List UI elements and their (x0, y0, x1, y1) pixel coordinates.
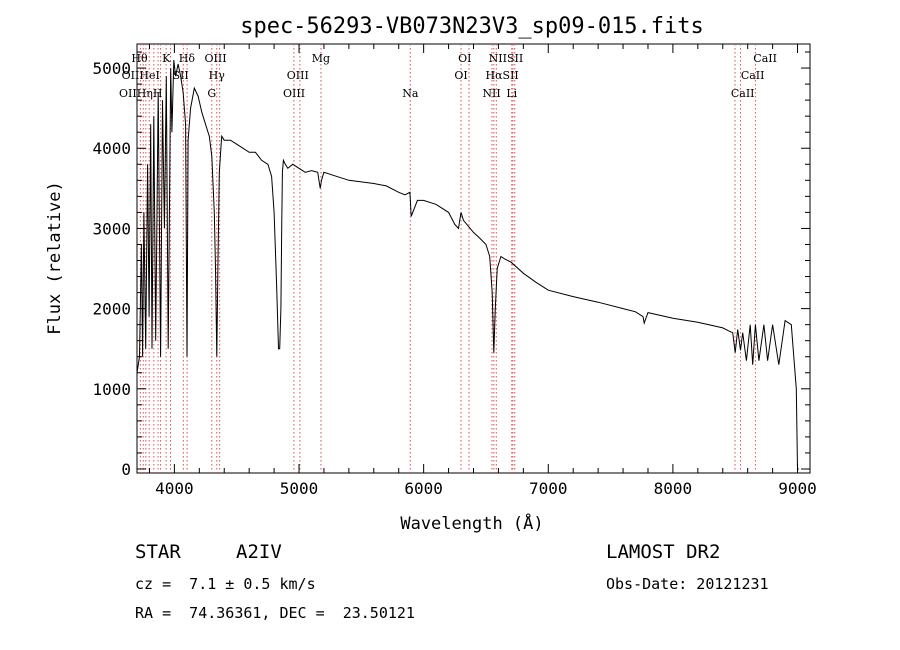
line-label-8: OIIHeI (122, 69, 160, 82)
line-label-19: NII (482, 87, 500, 100)
spectrum-line (136, 59, 799, 470)
x-tick-label-5: 9000 (778, 479, 817, 498)
spectral-subclass: A2IV (236, 541, 282, 563)
x-tick-label-3: 7000 (529, 479, 568, 498)
survey-name: LAMOST DR2 (606, 541, 721, 563)
y-tick-label-4: 4000 (92, 139, 131, 158)
line-label-16: G (207, 87, 216, 100)
x-tick-label-0: 4000 (155, 479, 194, 498)
plot-frame (136, 43, 811, 474)
line-label-11: OIII (287, 69, 309, 82)
line-label-14: CaII (741, 69, 765, 82)
redshift-readout: cz = 7.1 ± 0.5 km/s (135, 575, 316, 593)
line-label-0: Hθ (131, 52, 148, 65)
x-tick-label-1: 5000 (280, 479, 319, 498)
coordinates-readout: RA = 74.36361, DEC = 23.50121 (135, 604, 415, 622)
line-markers (139, 44, 756, 473)
line-label-6: NIISII (489, 52, 524, 65)
chart-title: spec-56293-VB073N23V3_sp09-015.fits (240, 14, 704, 39)
axis-ticks: 4000 5000 6000 7000 8000 9000 0 1000 2000 3000 400… (92, 44, 817, 498)
line-label-5: OI (458, 52, 471, 65)
y-tick-label-0: 0 (121, 460, 131, 479)
x-axis-title: Wavelength (Å) (400, 512, 543, 534)
y-tick-label-3: 3000 (92, 219, 131, 238)
line-label-17: OIII (283, 87, 305, 100)
line-label-4: Mg (312, 52, 330, 65)
line-label-12: OI (454, 69, 467, 82)
x-tick-label-2: 6000 (404, 479, 443, 498)
y-tick-label-2: 2000 (92, 300, 131, 319)
line-label-13: HαSII (486, 69, 519, 82)
y-tick-label-5: 5000 (92, 59, 131, 78)
line-label-20: Li (506, 87, 517, 100)
object-class: STAR (135, 541, 181, 563)
line-label-18: Na (402, 87, 419, 100)
x-tick-label-4: 8000 (654, 479, 693, 498)
y-tick-label-1: 1000 (92, 380, 131, 399)
line-label-15: OIIHηH (119, 87, 162, 100)
line-label-2: Hδ (179, 52, 196, 65)
line-label-10: Hγ (209, 69, 226, 82)
line-label-3: OIII (204, 52, 226, 65)
observation-date: Obs-Date: 20121231 (606, 575, 769, 593)
line-label-7: CaII (753, 52, 777, 65)
line-label-1: K (162, 52, 171, 65)
y-axis-title: Flux (relative) (45, 181, 65, 335)
line-label-21: CaII (731, 87, 755, 100)
